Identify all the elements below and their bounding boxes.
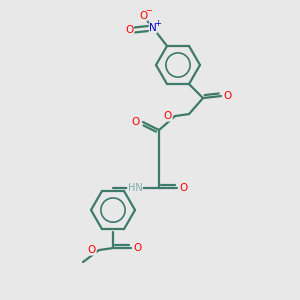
Text: O: O	[139, 11, 147, 21]
Text: O: O	[164, 111, 172, 121]
Text: O: O	[125, 25, 133, 35]
Text: O: O	[180, 183, 188, 193]
Text: +: +	[154, 20, 161, 28]
Text: −: −	[146, 6, 152, 15]
Text: O: O	[88, 245, 96, 255]
Text: HN: HN	[128, 183, 142, 193]
Text: O: O	[132, 117, 140, 127]
Text: N: N	[149, 23, 157, 33]
Text: O: O	[134, 243, 142, 253]
Text: O: O	[224, 91, 232, 101]
